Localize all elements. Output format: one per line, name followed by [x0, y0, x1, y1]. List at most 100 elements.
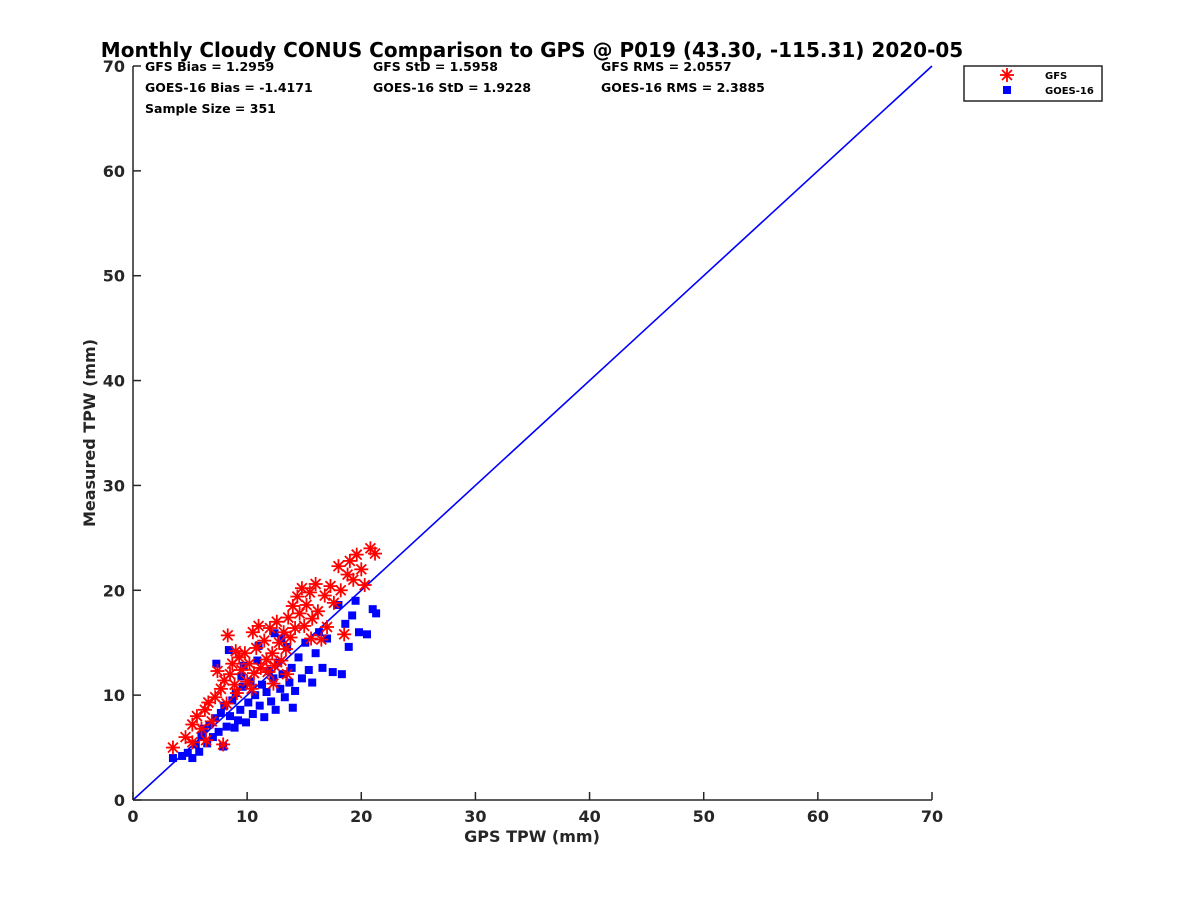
- goes-16-point: [304, 665, 313, 674]
- stats-block: GFS Bias = 1.2959 GOES-16 Bias = -1.4171…: [145, 59, 765, 116]
- goes-16-point: [323, 634, 332, 643]
- one-to-one-line: [132, 65, 933, 801]
- goes-16-point: [271, 705, 280, 714]
- gfs-point: [189, 709, 204, 724]
- gfs-point: [223, 667, 238, 682]
- goes-16-point: [260, 713, 269, 722]
- goes-16-point: [226, 712, 235, 721]
- gfs-point: [199, 733, 214, 748]
- gfs-point: [310, 604, 325, 619]
- goes-16-point: [291, 686, 300, 695]
- gfs-point: [216, 737, 231, 752]
- goes-16-point: [216, 708, 225, 717]
- goes-rms-text: GOES-16 RMS = 2.3885: [601, 80, 765, 95]
- legend-goes-marker: [1003, 86, 1011, 94]
- gfs-point: [280, 667, 295, 682]
- gfs-point: [290, 589, 305, 604]
- gfs-point: [251, 618, 266, 633]
- gfs-point: [292, 606, 307, 621]
- goes-16-point: [239, 661, 248, 670]
- goes-16-point: [262, 687, 271, 696]
- y-tick-label: 70: [103, 57, 125, 76]
- goes-16-point: [257, 680, 266, 689]
- legend-gfs-label: GFS: [1045, 71, 1067, 82]
- goes-16-point: [224, 646, 233, 655]
- goes-16-point: [318, 663, 327, 672]
- gfs-point: [308, 576, 323, 591]
- goes-16-point: [188, 754, 197, 763]
- goes-16-point: [183, 748, 192, 757]
- gfs-point: [257, 633, 272, 648]
- y-ticks: 0 10 20 30 40 50 60 70: [103, 57, 141, 810]
- gfs-point: [354, 562, 369, 577]
- chart-title: Monthly Cloudy CONUS Comparison to GPS @…: [101, 38, 963, 62]
- gfs-point: [317, 588, 332, 603]
- gfs-point: [228, 644, 243, 659]
- gfs-point: [357, 578, 372, 593]
- gfs-point: [227, 677, 242, 692]
- goes-16-point: [288, 703, 297, 712]
- gfs-point: [259, 652, 274, 667]
- goes-16-point: [236, 705, 245, 714]
- goes-16-point: [234, 716, 243, 725]
- legend: GFS GOES-16: [963, 65, 1103, 102]
- gfs-point: [220, 628, 235, 643]
- x-tick-label: 30: [464, 807, 486, 826]
- gfs-point: [333, 583, 348, 598]
- gfs-point: [320, 619, 335, 634]
- y-tick-label: 0: [114, 791, 125, 810]
- goes-16-point: [372, 609, 381, 618]
- gfs-point: [240, 674, 255, 689]
- gfs-points: [165, 541, 382, 755]
- goes-16-point: [178, 751, 187, 760]
- gfs-point: [237, 646, 252, 661]
- gfs-point: [274, 653, 289, 668]
- goes-16-point: [362, 630, 371, 639]
- goes-16-point: [212, 659, 221, 668]
- legend-goes-label: GOES-16: [1045, 86, 1094, 97]
- goes-16-point: [228, 696, 237, 705]
- gfs-point: [185, 735, 200, 750]
- x-tick-label: 20: [350, 807, 372, 826]
- gfs-point: [178, 730, 193, 745]
- goes-16-point: [368, 605, 377, 614]
- goes-16-point: [277, 634, 286, 643]
- goes-16-point: [242, 718, 251, 727]
- goes-16-point: [280, 693, 289, 702]
- gfs-point: [201, 695, 216, 710]
- goes-16-point: [287, 663, 296, 672]
- goes-16-point: [276, 684, 285, 693]
- y-tick-label: 10: [103, 686, 125, 705]
- gfs-point: [165, 740, 180, 755]
- gfs-point: [305, 611, 320, 626]
- gfs-point: [204, 714, 219, 729]
- gfs-point: [260, 665, 275, 680]
- gfs-point: [210, 664, 225, 679]
- legend-box: [963, 65, 1103, 102]
- goes-16-point: [214, 727, 223, 736]
- x-ticks: 0 10 20 30 40 50 60 70: [127, 792, 943, 826]
- axes: [132, 66, 932, 801]
- x-tick-label: 10: [236, 807, 258, 826]
- gfs-point: [349, 547, 364, 562]
- goes-16-point: [191, 740, 200, 749]
- x-tick-label: 50: [693, 807, 715, 826]
- gfs-point: [304, 631, 319, 646]
- goes-16-point: [222, 722, 231, 731]
- goes-16-point: [195, 747, 204, 756]
- goes-16-point: [285, 678, 294, 687]
- goes-16-point: [315, 628, 324, 637]
- y-tick-label: 20: [103, 581, 125, 600]
- goes-16-point: [208, 733, 217, 742]
- goes-16-point: [328, 668, 337, 677]
- y-tick-label: 30: [103, 476, 125, 495]
- y-tick-label: 40: [103, 372, 125, 391]
- goes-16-point: [203, 739, 212, 748]
- gfs-point: [367, 546, 382, 561]
- goes-16-point: [248, 710, 257, 719]
- goes-16-point: [348, 611, 357, 620]
- gfs-point: [288, 621, 303, 636]
- goes-16-point: [334, 600, 343, 609]
- gfs-point: [208, 690, 223, 705]
- y-tick-label: 60: [103, 162, 125, 181]
